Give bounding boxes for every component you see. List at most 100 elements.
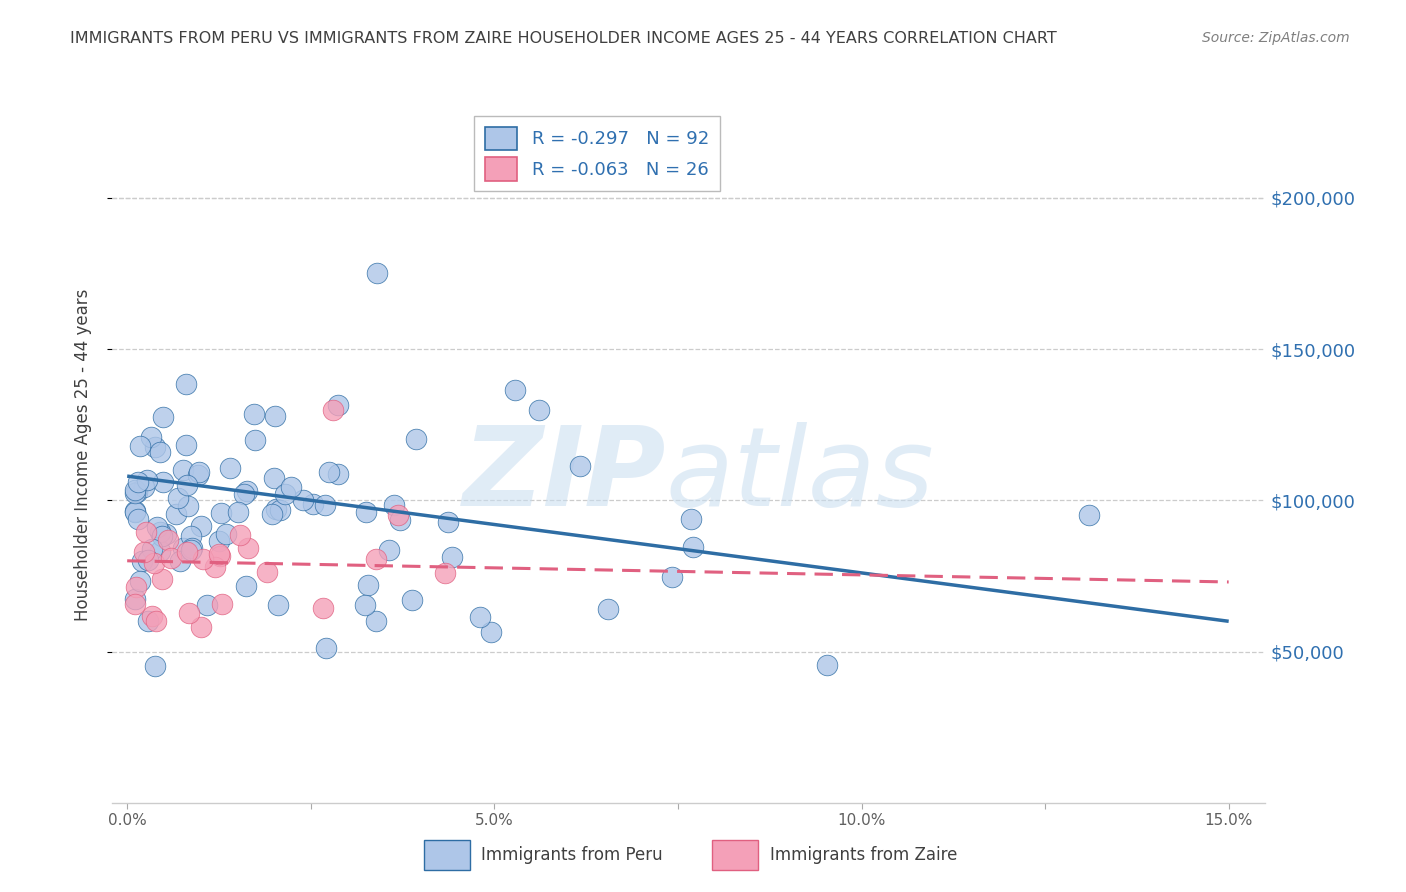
Point [190,620,212,634]
Point [322,402,344,417]
Point [681,512,703,526]
Point [312,600,335,615]
Point [191,552,214,566]
Point [160,550,183,565]
Point [124,483,146,498]
Point [269,502,291,516]
Point [125,580,148,594]
Point [318,465,340,479]
Point [378,543,401,558]
Text: Source: ZipAtlas.com: Source: ZipAtlas.com [1202,31,1350,45]
Point [387,508,409,523]
Point [172,463,194,477]
Point [124,486,146,500]
Point [145,614,167,628]
Point [124,591,146,606]
Point [169,554,191,568]
Point [136,473,159,487]
Point [143,556,166,570]
Point [124,505,146,519]
Point [326,467,349,481]
Point [235,578,257,592]
Point [176,499,198,513]
Bar [711,840,758,870]
Point [441,550,464,565]
Point [1078,508,1101,523]
Point [382,498,405,512]
Point [291,492,314,507]
Text: atlas: atlas [666,422,935,529]
Point [128,574,150,589]
Point [354,506,377,520]
Point [232,487,254,501]
Point [134,545,156,559]
Point [131,554,153,568]
Point [141,430,163,444]
Point [661,570,683,584]
Point [132,480,155,494]
Point [174,376,197,391]
Point [152,475,174,489]
Point [141,541,163,556]
Point [214,526,236,541]
Point [128,439,150,453]
Point [280,480,302,494]
Point [815,658,838,673]
Point [328,398,350,412]
Point [143,659,166,673]
Point [141,609,163,624]
Point [211,597,233,611]
Point [150,572,173,586]
Point [242,407,264,421]
Point [136,553,159,567]
Point [124,598,146,612]
Point [243,433,266,447]
Point [389,513,412,527]
Point [229,528,252,542]
Point [127,475,149,490]
Point [176,478,198,492]
Text: Immigrants from Peru: Immigrants from Peru [481,847,664,864]
Point [180,529,202,543]
Point [167,491,190,505]
Point [136,614,159,628]
Point [127,512,149,526]
Point [527,169,550,184]
Point [236,541,259,555]
Text: ZIP: ZIP [463,422,666,529]
Point [125,484,148,499]
Point [190,519,212,533]
Bar [423,840,470,870]
Point [366,267,388,281]
Point [177,607,200,621]
Point [208,549,231,563]
Point [207,534,229,549]
Point [226,505,249,519]
Point [187,465,209,479]
Point [207,547,229,561]
Point [401,593,423,607]
Point [149,445,172,459]
Point [124,504,146,518]
Point [146,519,169,533]
Point [187,468,209,483]
Point [176,544,198,558]
Point [209,506,232,520]
Point [262,508,284,522]
Point [503,383,526,397]
Text: Immigrants from Zaire: Immigrants from Zaire [769,847,957,864]
Point [274,487,297,501]
Point [263,409,285,423]
Point [236,483,259,498]
Point [468,610,491,624]
Point [314,498,336,512]
Point [143,440,166,454]
Text: IMMIGRANTS FROM PERU VS IMMIGRANTS FROM ZAIRE HOUSEHOLDER INCOME AGES 25 - 44 YE: IMMIGRANTS FROM PERU VS IMMIGRANTS FROM … [70,31,1057,46]
Point [315,640,337,655]
Y-axis label: Householder Income Ages 25 - 44 years: Householder Income Ages 25 - 44 years [73,289,91,621]
Point [219,460,242,475]
Point [204,560,226,574]
Point [156,533,179,548]
Point [357,578,380,592]
Point [302,497,325,511]
